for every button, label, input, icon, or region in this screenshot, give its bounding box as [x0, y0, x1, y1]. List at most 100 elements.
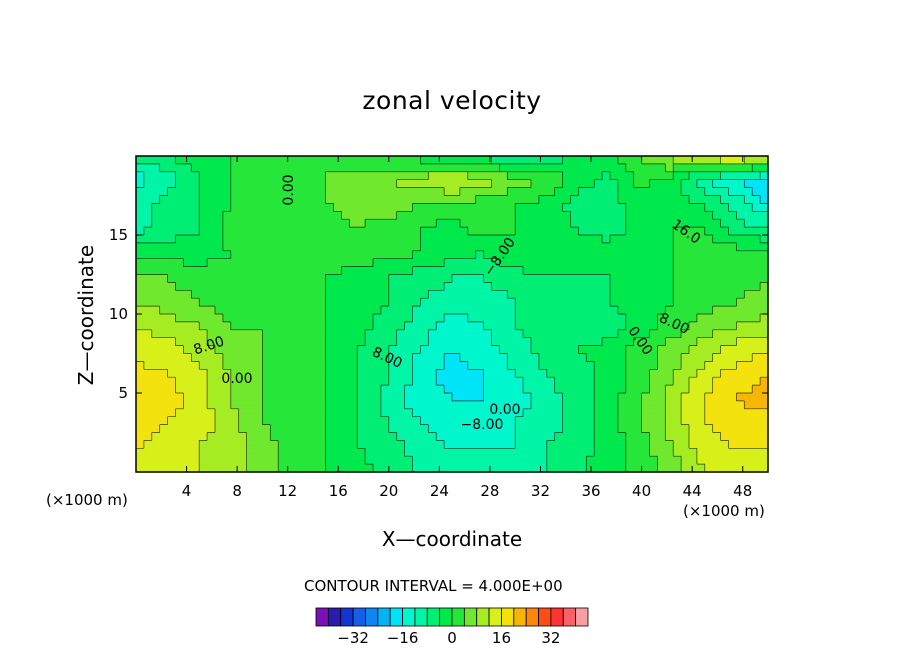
heatmap-cell [689, 321, 698, 331]
heatmap-cell [452, 298, 461, 307]
heatmap-cell [301, 464, 311, 473]
heatmap-cell [610, 203, 619, 212]
heatmap-cell [641, 400, 651, 410]
heatmap-cell [286, 258, 295, 268]
heatmap-cell [365, 258, 374, 268]
heatmap-cell [254, 424, 263, 434]
heatmap-cell [207, 377, 216, 386]
heatmap-cell [499, 345, 508, 355]
heatmap-cell [570, 290, 579, 299]
heatmap-cell [191, 290, 200, 299]
heatmap-cell [341, 393, 350, 402]
heatmap-cell [610, 432, 619, 441]
heatmap-cell [483, 156, 493, 165]
heatmap-cell [159, 321, 169, 331]
heatmap-cell [625, 179, 635, 189]
heatmap-cell [760, 274, 769, 283]
heatmap-cell [538, 211, 548, 220]
heatmap-cell [167, 195, 177, 204]
heatmap-cell [531, 298, 540, 307]
heatmap-cell [657, 321, 666, 331]
heatmap-cell [649, 456, 658, 465]
heatmap-cell [633, 456, 643, 465]
heatmap-cell [301, 250, 311, 260]
heatmap-cell [689, 456, 698, 465]
heatmap-cell [507, 353, 516, 362]
heatmap-cell [167, 203, 177, 212]
heatmap-cell [483, 377, 493, 386]
heatmap-cell [230, 282, 240, 291]
heatmap-cell [452, 203, 461, 212]
heatmap-cell [238, 448, 248, 457]
heatmap-cell [262, 298, 271, 307]
heatmap-cell [215, 250, 224, 260]
heatmap-cell [760, 337, 769, 347]
heatmap-cell [301, 179, 311, 189]
heatmap-cell [199, 179, 208, 189]
heatmap-cell [286, 242, 295, 252]
heatmap-cell [278, 393, 287, 402]
heatmap-cell [562, 408, 572, 418]
heatmap-cell [523, 393, 532, 402]
heatmap-cell [286, 227, 295, 236]
heatmap-cell [744, 464, 753, 473]
heatmap-cell [357, 337, 366, 347]
heatmap-cell [649, 282, 658, 291]
heatmap-cell [159, 337, 169, 347]
heatmap-cell [262, 353, 271, 362]
heatmap-cell [373, 448, 382, 457]
heatmap-cell [444, 250, 453, 260]
heatmap-cell [538, 361, 548, 370]
heatmap-cell [752, 242, 761, 252]
heatmap-cell [428, 408, 437, 418]
heatmap-cell [175, 369, 184, 378]
heatmap-cell [246, 242, 256, 252]
heatmap-cell [665, 377, 674, 386]
heatmap-cell [207, 187, 216, 197]
heatmap-cell [570, 353, 579, 362]
heatmap-cell [301, 385, 311, 394]
heatmap-cell [649, 195, 658, 204]
heatmap-cell [294, 440, 303, 449]
heatmap-cell [531, 163, 540, 173]
heatmap-cell [523, 408, 532, 418]
heatmap-cell [428, 448, 437, 457]
heatmap-cell [143, 274, 153, 283]
heatmap-cell [649, 464, 658, 473]
heatmap-cell [175, 377, 184, 386]
heatmap-cell [696, 385, 706, 394]
heatmap-cell [736, 408, 745, 418]
heatmap-cell [167, 345, 177, 355]
heatmap-cell [657, 337, 666, 347]
heatmap-cell [309, 464, 319, 473]
heatmap-cell [610, 408, 619, 418]
heatmap-cell [136, 464, 145, 473]
heatmap-cell [546, 440, 556, 449]
heatmap-cell [207, 385, 216, 394]
heatmap-cell [617, 195, 627, 204]
heatmap-cell [143, 393, 153, 402]
heatmap-cell [151, 266, 161, 276]
heatmap-cell [444, 235, 453, 244]
heatmap-cell [491, 416, 500, 426]
heatmap-cell [752, 424, 761, 434]
heatmap-cell [183, 345, 192, 355]
heatmap-cell [594, 187, 603, 197]
heatmap-cell [610, 353, 619, 362]
heatmap-cell [744, 163, 753, 173]
heatmap-cell [136, 353, 145, 362]
heatmap-cell [633, 163, 643, 173]
heatmap-cell [641, 282, 651, 291]
heatmap-cell [207, 448, 216, 457]
heatmap-cell [531, 211, 540, 220]
heatmap-cell [610, 187, 619, 197]
heatmap-cell [665, 203, 674, 212]
heatmap-cell [720, 306, 730, 315]
heatmap-cell [665, 171, 674, 181]
heatmap-cell [183, 385, 192, 394]
heatmap-cell [704, 353, 714, 362]
heatmap-cell [752, 163, 761, 173]
heatmap-cell [617, 377, 627, 386]
heatmap-cell [357, 400, 366, 410]
heatmap-cell [523, 314, 532, 323]
